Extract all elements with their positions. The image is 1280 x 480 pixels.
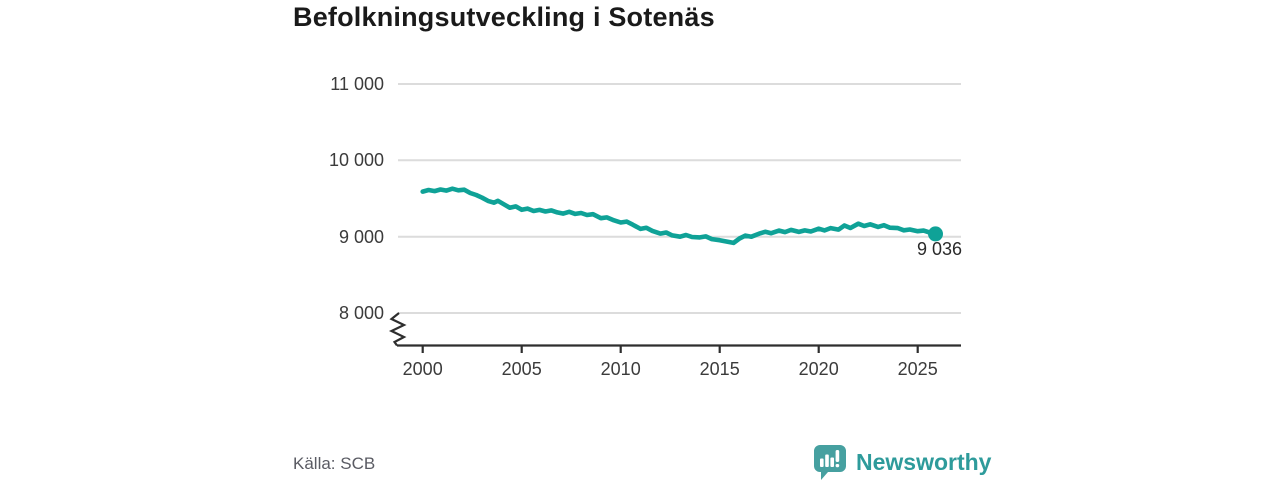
last-value-label: 9 036 <box>916 239 962 259</box>
x-axis-label: 2010 <box>600 359 641 379</box>
x-axis-label: 2025 <box>897 359 938 379</box>
chart-title: Befolkningsutveckling i Sotenäs <box>293 2 715 32</box>
y-axis-label: 9 000 <box>338 226 384 247</box>
x-axis-label: 2015 <box>699 359 740 379</box>
x-axis-label: 2000 <box>402 359 443 379</box>
y-axis-label: 10 000 <box>328 150 384 171</box>
brand-logo: Newsworthy <box>811 443 991 480</box>
brand-name: Newsworthy <box>856 448 992 475</box>
y-axis-label: 8 000 <box>338 303 384 323</box>
newsworthy-speech-bubble-bar-chart-icon <box>814 445 846 480</box>
end-point-dot <box>928 226 943 242</box>
x-axis-label: 2020 <box>798 359 839 379</box>
y-axis-break-icon <box>388 312 407 347</box>
y-axis-label: 11 000 <box>330 74 384 94</box>
population-line <box>420 186 938 246</box>
source-label: Källa: SCB <box>293 454 376 473</box>
x-axis-label: 2005 <box>501 359 542 379</box>
